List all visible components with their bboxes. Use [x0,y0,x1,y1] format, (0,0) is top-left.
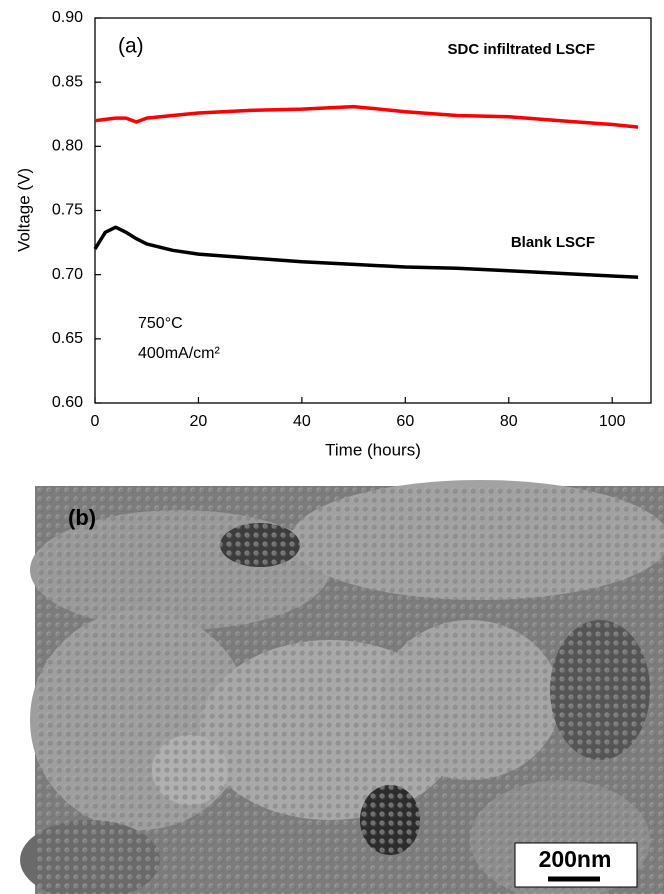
panel-label: (a) [118,35,144,58]
series-line [93,225,639,279]
y-tick-label: 0.85 [52,73,83,90]
annotation: 400mA/cm² [138,345,220,362]
x-tick-label: 80 [500,413,518,430]
x-tick-label: 60 [396,413,414,430]
x-tick-label: 0 [91,413,100,430]
x-tick-label: 100 [599,413,626,430]
y-tick-label: 0.90 [52,9,83,26]
y-tick-label: 0.70 [52,266,83,283]
y-tick-label: 0.60 [52,394,83,411]
image-label: (b) [68,505,96,530]
x-axis-label: Time (hours) [325,440,421,459]
y-tick-label: 0.75 [52,202,83,219]
series-label: SDC infiltrated LSCF [447,41,595,58]
sem-image [20,480,664,894]
y-tick-label: 0.65 [52,330,83,347]
series-label: Blank LSCF [511,234,595,251]
annotation: 750°C [138,315,183,332]
x-tick-label: 40 [293,413,311,430]
x-tick-label: 20 [190,413,208,430]
scale-bar-label: 200nm [539,846,612,872]
series-line [94,104,639,129]
y-axis-label: Voltage (V) [14,168,33,252]
y-tick-label: 0.80 [52,138,83,155]
